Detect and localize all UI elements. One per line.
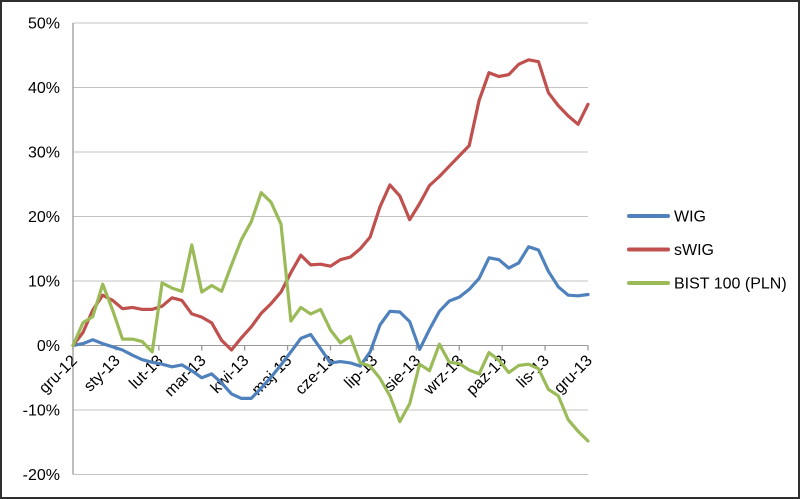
x-axis-label: wrz-13 xyxy=(420,352,467,399)
legend-label: sWIG xyxy=(674,242,714,259)
x-axis-label: gru-13 xyxy=(551,352,596,397)
y-axis-label: 30% xyxy=(28,145,60,162)
y-axis-label: 0% xyxy=(37,338,60,355)
x-axis-label: gru-12 xyxy=(36,352,81,397)
y-axis-label: 10% xyxy=(28,274,60,291)
x-axis-label: cze-13 xyxy=(292,352,338,398)
legend-label: WIG xyxy=(674,209,706,226)
legend-label: BIST 100 (PLN) xyxy=(674,276,787,293)
x-axis-label: lut-13 xyxy=(126,352,166,392)
y-axis-label: -20% xyxy=(23,467,60,484)
y-axis-label: -10% xyxy=(23,403,60,420)
y-axis-label: 20% xyxy=(28,209,60,226)
y-axis-label: 50% xyxy=(28,16,60,33)
series-line-wig xyxy=(71,245,590,400)
series-line-swig xyxy=(71,58,590,352)
y-axis-label: 40% xyxy=(28,80,60,97)
series-line-bist-100-pln- xyxy=(71,191,590,443)
x-axis-label: sty-13 xyxy=(81,352,124,395)
